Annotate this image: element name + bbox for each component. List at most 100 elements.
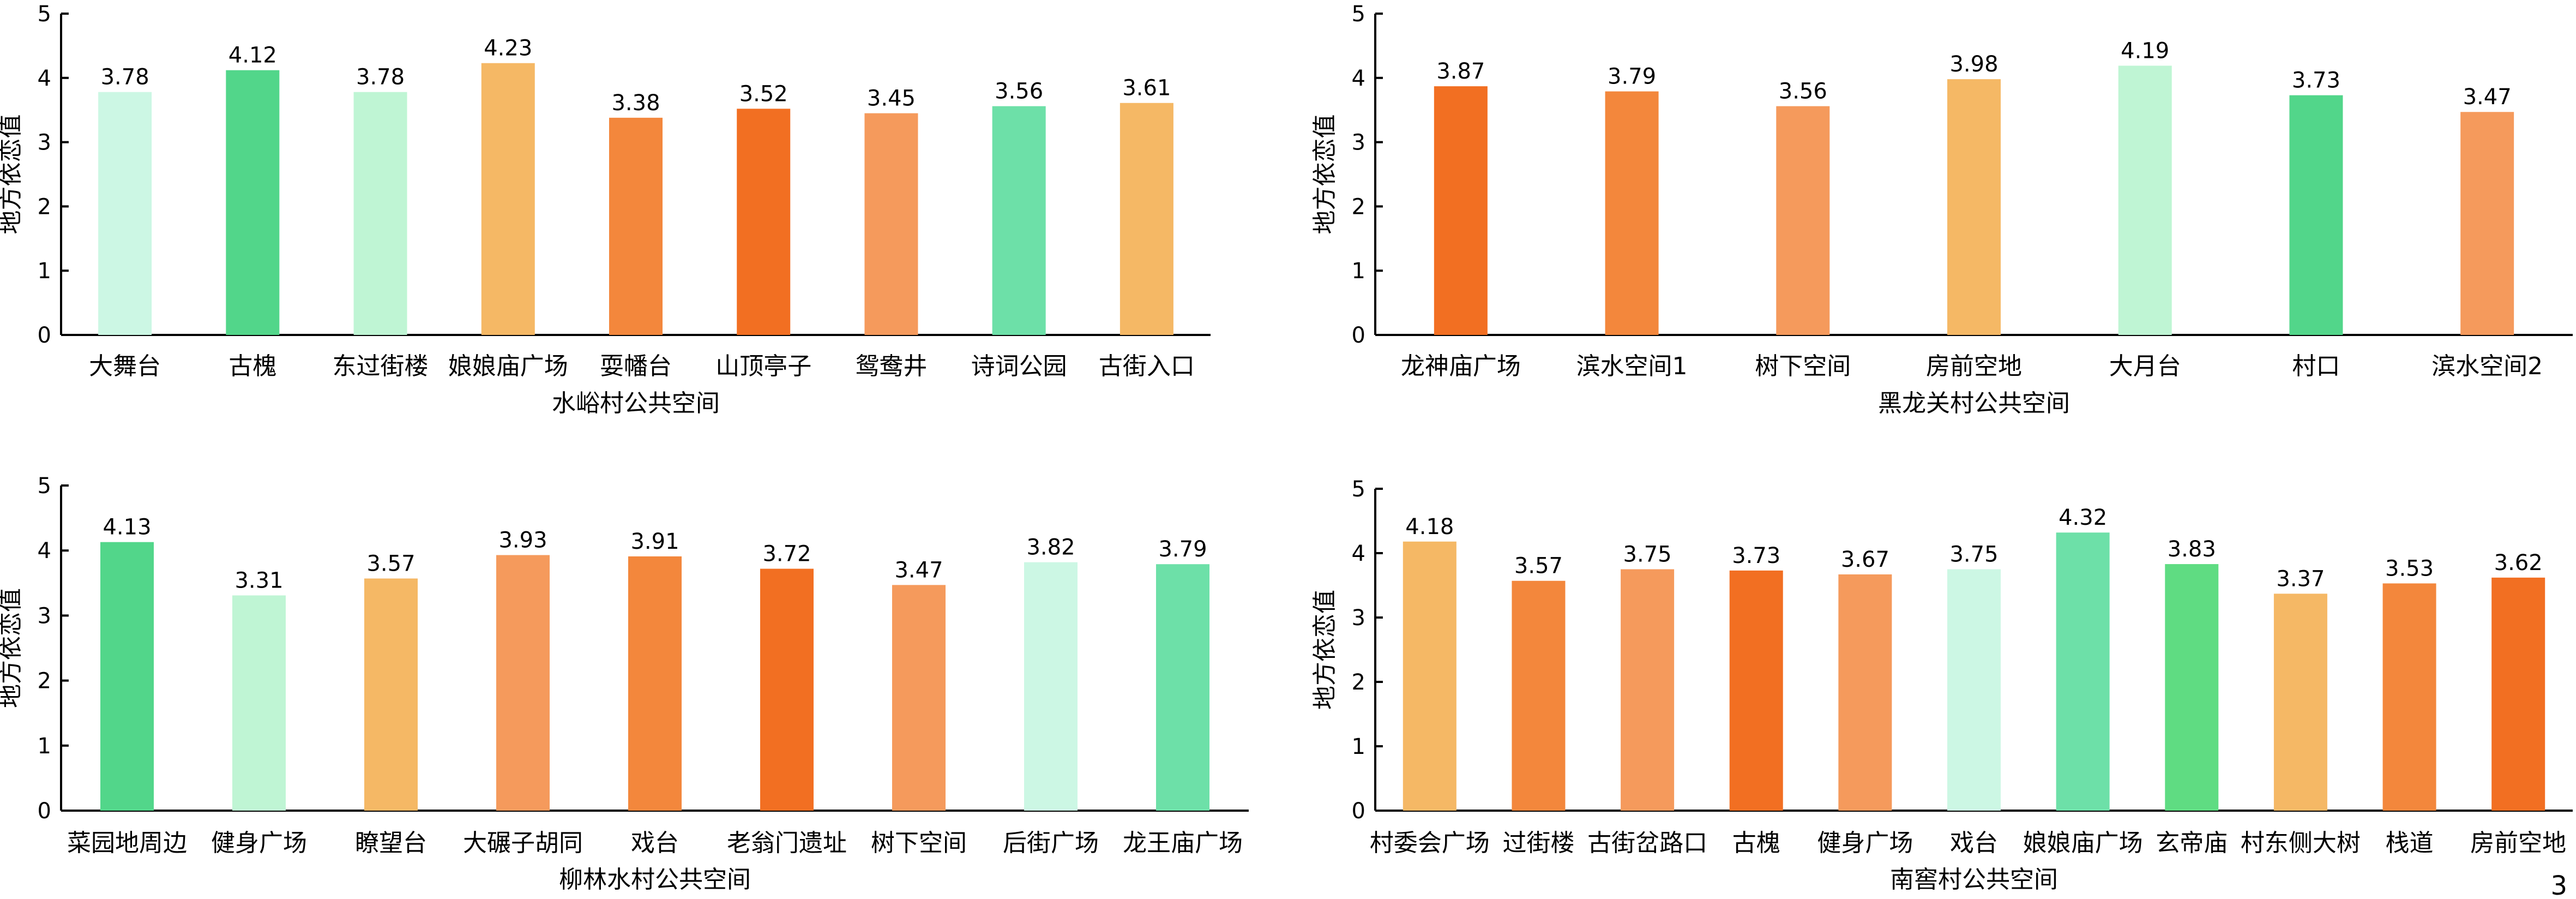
bar bbox=[100, 542, 154, 811]
category-label: 栈道 bbox=[2386, 829, 2434, 857]
y-tick-label: 3 bbox=[38, 603, 51, 628]
bar bbox=[609, 117, 663, 335]
category-label: 大月台 bbox=[2109, 352, 2181, 380]
value-label: 3.45 bbox=[867, 86, 916, 111]
y-tick-label: 2 bbox=[38, 669, 51, 694]
bar bbox=[1024, 562, 1078, 811]
bar bbox=[1512, 580, 1566, 811]
value-label: 3.79 bbox=[1158, 537, 1207, 562]
category-label: 戏台 bbox=[1950, 829, 1998, 857]
category-label: 过街楼 bbox=[1502, 829, 1574, 857]
y-tick-label: 3 bbox=[1352, 606, 1365, 631]
category-label: 老翁门遗址 bbox=[727, 829, 847, 857]
value-label: 4.13 bbox=[103, 515, 151, 540]
category-label: 龙神庙广场 bbox=[1401, 352, 1521, 380]
bar bbox=[2165, 564, 2219, 811]
bar bbox=[760, 568, 814, 811]
y-tick-label: 1 bbox=[38, 259, 51, 284]
value-label: 3.73 bbox=[1732, 543, 1780, 568]
bar bbox=[1621, 569, 1675, 811]
chart-heilongguan: 0 1 2 3 4 5 地方依恋值 3.87 龙神庙广场 3.79 滨水空间1 3.56 树下空间 3.9… bbox=[1311, 2, 2573, 417]
bar bbox=[1156, 564, 1209, 811]
bar bbox=[1403, 541, 1456, 811]
y-tick-label: 3 bbox=[38, 130, 51, 155]
value-label: 3.75 bbox=[1623, 542, 1672, 567]
y-tick-label: 0 bbox=[38, 323, 51, 348]
y-tick-label: 5 bbox=[38, 474, 51, 499]
value-label: 3.56 bbox=[995, 79, 1043, 104]
value-label: 3.73 bbox=[2292, 68, 2340, 93]
bar bbox=[226, 70, 280, 335]
y-tick-label: 4 bbox=[1352, 541, 1365, 566]
y-tick-label: 2 bbox=[38, 194, 51, 219]
y-axis-title: 地方依恋值 bbox=[1311, 115, 1339, 235]
y-tick-label: 4 bbox=[38, 538, 51, 564]
category-label: 菜园地周边 bbox=[67, 829, 187, 857]
bar bbox=[1120, 103, 1173, 335]
value-label: 3.83 bbox=[2168, 537, 2216, 562]
category-label: 健身广场 bbox=[211, 829, 307, 857]
category-label: 树下空间 bbox=[1755, 352, 1851, 380]
bar bbox=[1776, 106, 1830, 335]
category-label: 古街岔路口 bbox=[1587, 829, 1707, 857]
bar bbox=[496, 555, 550, 811]
y-tick-label: 0 bbox=[38, 799, 51, 824]
bar bbox=[481, 63, 535, 335]
bar bbox=[2491, 577, 2545, 811]
page-number: 3 bbox=[2550, 871, 2567, 899]
value-label: 3.57 bbox=[1514, 554, 1563, 579]
value-label: 3.93 bbox=[498, 528, 547, 553]
chart-title: 南窖村公共空间 bbox=[1890, 866, 2058, 894]
value-label: 3.78 bbox=[101, 65, 149, 90]
chart-title: 黑龙关村公共空间 bbox=[1878, 389, 2070, 417]
y-tick-label: 5 bbox=[1352, 2, 1365, 27]
category-label: 滨水空间2 bbox=[2431, 352, 2543, 380]
category-label: 树下空间 bbox=[871, 829, 967, 857]
chart-title: 柳林水村公共空间 bbox=[559, 866, 751, 894]
value-label: 3.61 bbox=[1122, 76, 1171, 101]
bar bbox=[364, 578, 418, 811]
category-label: 娘娘庙广场 bbox=[448, 352, 568, 380]
category-label: 村东侧大树 bbox=[2241, 829, 2361, 857]
bar bbox=[1729, 570, 1783, 811]
bar bbox=[737, 109, 791, 335]
category-label: 村口 bbox=[2292, 352, 2340, 380]
category-label: 大碾子胡同 bbox=[463, 829, 583, 857]
category-label: 古槐 bbox=[228, 352, 276, 380]
category-label: 后街广场 bbox=[1003, 829, 1099, 857]
bar bbox=[1434, 86, 1488, 335]
category-label: 诗词公园 bbox=[971, 352, 1067, 380]
value-label: 3.37 bbox=[2276, 566, 2325, 591]
category-label: 龙王庙广场 bbox=[1123, 829, 1243, 857]
category-label: 古槐 bbox=[1732, 829, 1780, 857]
value-label: 3.98 bbox=[1949, 52, 1998, 77]
chart-nanjiao: 0 1 2 3 4 5 地方依恋值 4.18 村委会广场 3.57 过街楼 3.75 古街岔路口 3.73… bbox=[1311, 477, 2573, 894]
bar bbox=[992, 106, 1046, 335]
value-label: 3.47 bbox=[894, 558, 943, 583]
y-axis-title: 地方依恋值 bbox=[0, 588, 25, 708]
category-label: 东过街楼 bbox=[333, 352, 429, 380]
value-label: 3.72 bbox=[762, 542, 811, 567]
bar bbox=[1605, 91, 1659, 335]
bar bbox=[2460, 112, 2514, 335]
value-label: 3.52 bbox=[739, 81, 788, 106]
y-tick-label: 1 bbox=[38, 734, 51, 759]
category-label: 山顶亭子 bbox=[715, 352, 811, 380]
category-label: 戏台 bbox=[631, 829, 679, 857]
category-label: 瞭望台 bbox=[355, 829, 427, 857]
y-tick-label: 1 bbox=[1352, 734, 1365, 759]
bar bbox=[353, 92, 407, 335]
bar bbox=[1838, 574, 1892, 811]
y-tick-label: 2 bbox=[1352, 194, 1365, 219]
value-label: 3.56 bbox=[1779, 79, 1827, 104]
category-label: 房前空地 bbox=[1926, 352, 2022, 380]
value-label: 4.12 bbox=[228, 43, 277, 68]
value-label: 3.82 bbox=[1026, 535, 1075, 560]
category-label: 健身广场 bbox=[1817, 829, 1913, 857]
y-tick-label: 1 bbox=[1352, 259, 1365, 284]
bar bbox=[2289, 95, 2343, 335]
bar bbox=[2382, 583, 2436, 811]
y-tick-label: 2 bbox=[1352, 670, 1365, 695]
chart-liulinshui: 0 1 2 3 4 5 地方依恋值 4.13 菜园地周边 3.31 健身广场 3.57 瞭望台 3.93 大… bbox=[0, 474, 1249, 894]
